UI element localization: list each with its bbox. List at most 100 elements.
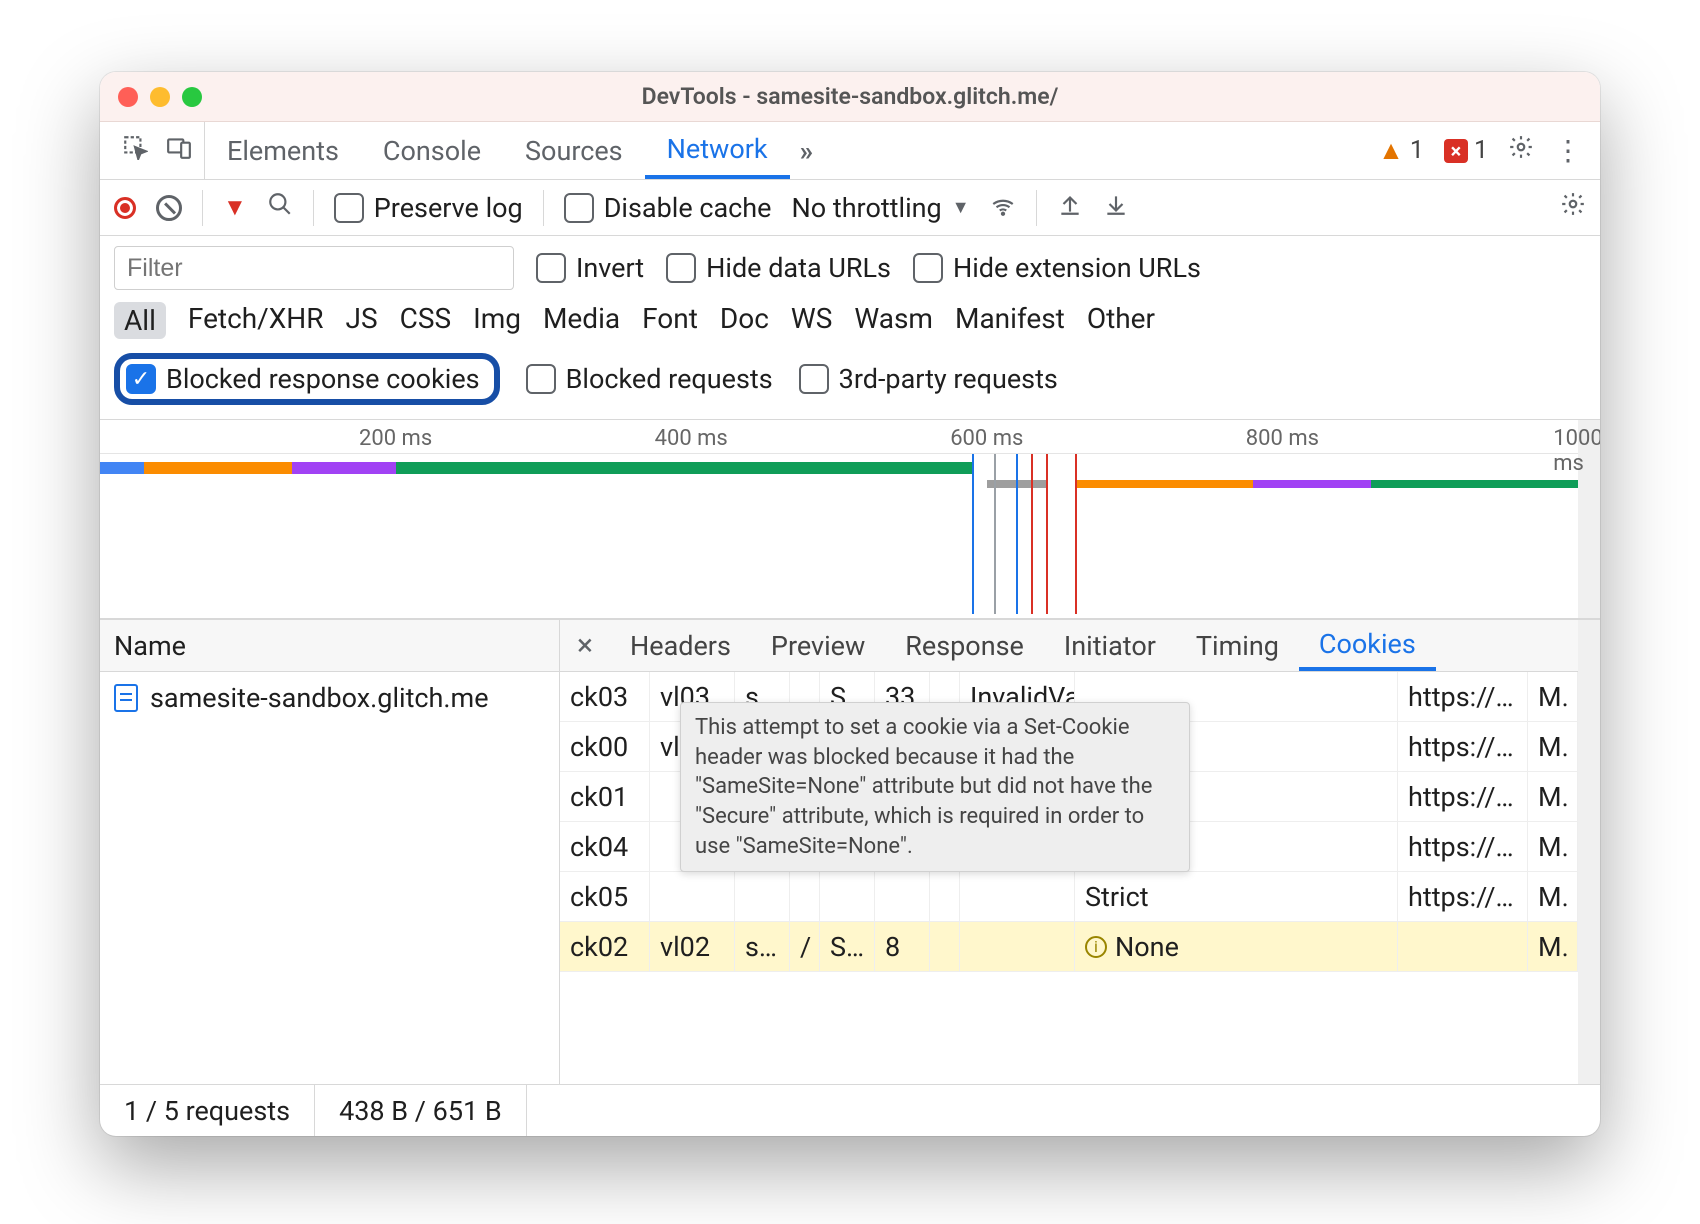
timeline-overview[interactable]: 200 ms400 ms600 ms800 ms1000 ms xyxy=(100,419,1600,619)
search-icon[interactable] xyxy=(267,191,293,224)
request-detail: × HeadersPreviewResponseInitiatorTimingC… xyxy=(560,620,1578,1084)
hide-data-urls-checkbox[interactable]: Hide data URLs xyxy=(666,252,891,284)
cookie-cell: ck03 xyxy=(560,672,650,721)
extra-filters: ✓ Blocked response cookies Blocked reque… xyxy=(100,345,1600,419)
device-toolbar-icon[interactable] xyxy=(166,134,192,167)
type-filter-css[interactable]: CSS xyxy=(400,302,451,339)
detail-tab-response[interactable]: Response xyxy=(885,620,1044,671)
timeline-segment xyxy=(987,480,1017,488)
minimize-window-button[interactable] xyxy=(150,87,170,107)
timeline-segment xyxy=(396,462,972,474)
cookie-cell: https://… xyxy=(1398,772,1528,821)
detail-tab-cookies[interactable]: Cookies xyxy=(1299,620,1436,671)
settings-gear-icon[interactable] xyxy=(1508,134,1534,167)
close-detail-button[interactable]: × xyxy=(560,628,610,663)
blocked-response-cookies-label: Blocked response cookies xyxy=(166,363,480,395)
detail-tab-strip: × HeadersPreviewResponseInitiatorTimingC… xyxy=(560,620,1578,672)
cookie-cell xyxy=(930,922,960,971)
type-filter-font[interactable]: Font xyxy=(642,302,698,339)
clear-button[interactable] xyxy=(156,195,182,221)
main-tab-sources[interactable]: Sources xyxy=(503,122,645,179)
scrollbar[interactable] xyxy=(1578,620,1600,1084)
more-tabs-button[interactable]: » xyxy=(790,135,824,167)
type-filter-fetch-xhr[interactable]: Fetch/XHR xyxy=(188,302,324,339)
main-tab-elements[interactable]: Elements xyxy=(205,122,361,179)
resource-type-filters: All Fetch/XHR JS CSS Img Media Font Doc WS Wasm Ma… xyxy=(100,290,1600,345)
disable-cache-label: Disable cache xyxy=(604,192,772,224)
filter-input[interactable] xyxy=(114,246,514,290)
cookie-cell: ck04 xyxy=(560,822,650,871)
ruler-tick: 400 ms xyxy=(655,426,728,451)
toolbar-right-icons: ▲1 ×1 ⋮ xyxy=(1378,134,1590,167)
request-list: Name samesite-sandbox.glitch.me xyxy=(100,620,560,1084)
type-filter-all[interactable]: All xyxy=(114,302,166,339)
network-toolbar: ▼ Preserve log Disable cache No throttli… xyxy=(100,180,1600,236)
cookie-cell: s… xyxy=(735,922,790,971)
throttling-select[interactable]: No throttling ▼ xyxy=(792,192,970,224)
timeline-segment xyxy=(1075,480,1252,488)
close-window-button[interactable] xyxy=(118,87,138,107)
separator xyxy=(202,190,203,226)
window-titlebar: DevTools - samesite-sandbox.glitch.me/ xyxy=(100,72,1600,122)
errors-badge[interactable]: ×1 xyxy=(1444,136,1488,165)
third-party-requests-label: 3rd-party requests xyxy=(839,363,1058,395)
request-row[interactable]: samesite-sandbox.glitch.me xyxy=(100,672,559,724)
type-filter-manifest[interactable]: Manifest xyxy=(955,302,1065,339)
cookie-cell: M. xyxy=(1528,822,1578,871)
inspect-tools xyxy=(110,122,205,179)
timeline-marker xyxy=(1075,454,1077,614)
invert-checkbox[interactable]: Invert xyxy=(536,252,644,284)
type-filter-js[interactable]: JS xyxy=(346,302,378,339)
blocked-requests-checkbox[interactable]: Blocked requests xyxy=(526,363,773,395)
timeline-ruler: 200 ms400 ms600 ms800 ms1000 ms xyxy=(100,420,1578,454)
disable-cache-checkbox[interactable]: Disable cache xyxy=(564,192,772,224)
cookie-row[interactable]: ck02vl02s…/S…8iNoneM. xyxy=(560,922,1578,972)
network-settings-gear-icon[interactable] xyxy=(1560,191,1586,224)
cookie-row[interactable]: ck05Stricthttps://…M. xyxy=(560,872,1578,922)
download-har-icon[interactable] xyxy=(1103,191,1129,224)
cookie-cell: ck02 xyxy=(560,922,650,971)
blocked-response-cookies-checkbox[interactable]: ✓ Blocked response cookies xyxy=(126,363,480,395)
timeline-segment xyxy=(292,462,395,474)
preserve-log-label: Preserve log xyxy=(374,192,523,224)
cookie-cell: https://… xyxy=(1398,872,1528,921)
preserve-log-checkbox[interactable]: Preserve log xyxy=(334,192,523,224)
request-list-header: Name xyxy=(100,620,559,672)
timeline-marker xyxy=(994,454,996,614)
inspect-element-icon[interactable] xyxy=(122,134,148,167)
type-filter-wasm[interactable]: Wasm xyxy=(854,302,933,339)
cookie-cell: M. xyxy=(1528,872,1578,921)
warnings-badge[interactable]: ▲1 xyxy=(1378,135,1424,166)
cookie-cell: S… xyxy=(820,922,875,971)
upload-har-icon[interactable] xyxy=(1057,191,1083,224)
warning-icon: ▲ xyxy=(1378,135,1404,166)
hide-extension-urls-label: Hide extension URLs xyxy=(953,252,1201,284)
kebab-menu-icon[interactable]: ⋮ xyxy=(1554,134,1582,167)
detail-tab-timing[interactable]: Timing xyxy=(1176,620,1299,671)
record-button[interactable] xyxy=(114,197,136,219)
type-filter-ws[interactable]: WS xyxy=(791,302,832,339)
type-filter-img[interactable]: Img xyxy=(473,302,521,339)
transfer-size: 438 B / 651 B xyxy=(315,1085,527,1136)
third-party-requests-checkbox[interactable]: 3rd-party requests xyxy=(799,363,1058,395)
window-title: DevTools - samesite-sandbox.glitch.me/ xyxy=(100,83,1600,110)
hide-extension-urls-checkbox[interactable]: Hide extension URLs xyxy=(913,252,1201,284)
cookie-cell: / xyxy=(790,922,820,971)
cookie-cell: M. xyxy=(1528,672,1578,721)
network-conditions-icon[interactable] xyxy=(990,191,1016,224)
checkbox-icon xyxy=(564,193,594,223)
checkbox-icon xyxy=(913,253,943,283)
main-tab-console[interactable]: Console xyxy=(361,122,503,179)
detail-tab-headers[interactable]: Headers xyxy=(610,620,751,671)
zoom-window-button[interactable] xyxy=(182,87,202,107)
main-tab-network[interactable]: Network xyxy=(645,122,790,179)
type-filter-media[interactable]: Media xyxy=(543,302,620,339)
type-filter-other[interactable]: Other xyxy=(1087,302,1155,339)
filter-toggle-icon[interactable]: ▼ xyxy=(223,193,247,222)
cookie-cell: M. xyxy=(1528,922,1578,971)
detail-tab-initiator[interactable]: Initiator xyxy=(1044,620,1176,671)
type-filter-doc[interactable]: Doc xyxy=(720,302,769,339)
request-name: samesite-sandbox.glitch.me xyxy=(150,682,489,714)
errors-count: 1 xyxy=(1474,136,1488,165)
detail-tab-preview[interactable]: Preview xyxy=(751,620,885,671)
